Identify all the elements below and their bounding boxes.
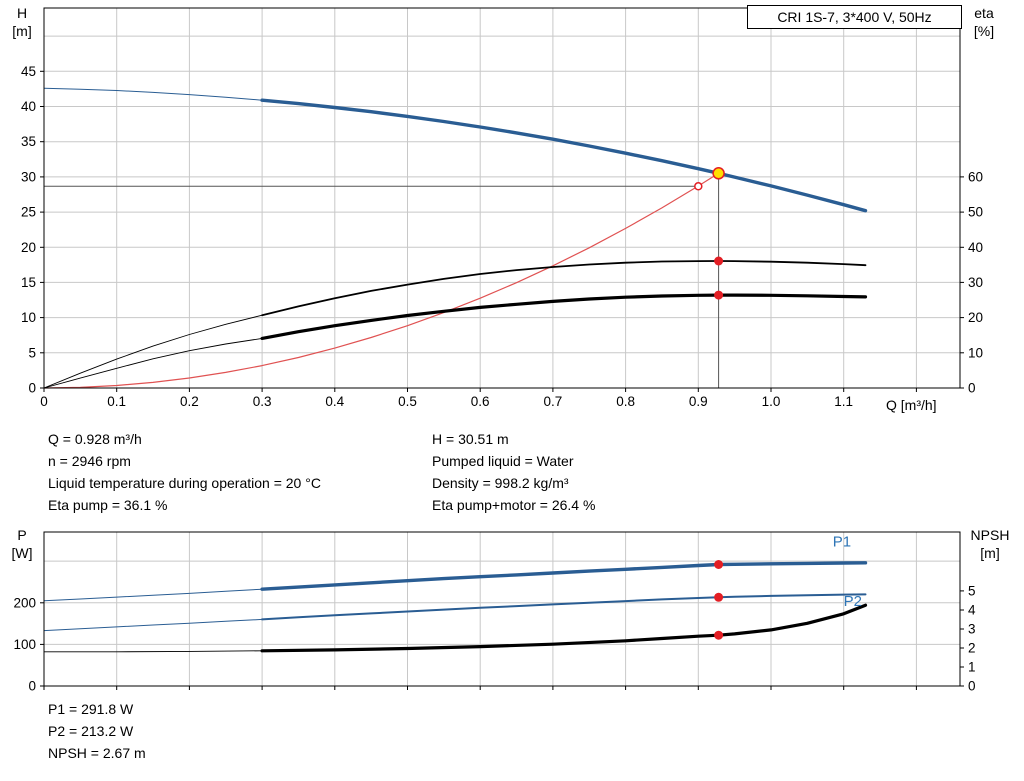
series-npsh (260, 603, 868, 653)
y-right-tick-label: 5 (968, 583, 976, 598)
x-tick-label: 0.8 (616, 394, 635, 409)
result-eta-pump: Eta pump = 36.1 % (48, 497, 168, 513)
result-speed: n = 2946 rpm (48, 453, 131, 469)
result-liquid-temperature: Liquid temperature during operation = 20… (48, 475, 321, 491)
y-axis-title-head: H [m] (2, 4, 42, 40)
plot-frame (43, 7, 961, 389)
x-tick-label: 0.5 (398, 394, 417, 409)
power-axis-unit: [W] (11, 545, 33, 561)
y-right-tick-label: 20 (968, 310, 983, 325)
head-efficiency-chart[interactable]: 0 0.1 0.2 0.3 0.4 0.5 0.6 0.7 0.8 0.9 1.0 1.1 0 5 10 15… (0, 0, 1024, 420)
y-left-tick-label: 25 (21, 205, 36, 220)
result-head: H = 30.51 m (432, 431, 509, 447)
result-eta-pump-motor: Eta pump+motor = 26.4 % (432, 497, 596, 513)
series-pump-head (260, 98, 868, 213)
system-set-point (694, 182, 703, 191)
y-left-tick-label: 100 (13, 637, 36, 652)
head-axis-unit: [m] (12, 23, 32, 39)
x-tick-label: 0.7 (544, 394, 563, 409)
y-right-tick-label: 30 (968, 275, 983, 290)
series-npsh-thin (44, 650, 263, 653)
eta-axis-unit: [%] (973, 23, 995, 39)
series-eta-pump-thin (43, 314, 263, 389)
y-axis-title-power: P [W] (2, 526, 42, 562)
y-right-tick-label: 4 (968, 603, 976, 618)
y-left-tick-label: 40 (21, 99, 36, 114)
y-left-tick-label: 0 (28, 381, 36, 396)
result-density: Density = 998.2 kg/m³ (432, 475, 569, 491)
result-p1: P1 = 291.8 W (48, 701, 134, 717)
y-left-tick-label: 45 (21, 64, 36, 79)
flow-axis-label: Q [m³/h] (886, 397, 937, 413)
plot-frame (43, 531, 961, 687)
npsh-axis-unit: [m] (980, 545, 1000, 561)
y-left-tick-label: 30 (21, 169, 36, 184)
chart-title-box: CRI 1S-7, 3*400 V, 50Hz (747, 5, 962, 29)
y-left-tick-label: 15 (21, 275, 36, 290)
x-tick-label: 0.4 (325, 394, 344, 409)
curve-label-p2: P2 (844, 593, 862, 610)
y-right-tick-label: 1 (968, 660, 976, 675)
series-pump-head-thin (43, 87, 263, 101)
head-axis-symbol: H (16, 5, 28, 21)
eta-pump-point (714, 256, 724, 266)
y-right-tick-label: 60 (968, 169, 983, 184)
npsh-axis-symbol: NPSH (970, 527, 1010, 543)
series-p2 (261, 593, 867, 621)
eta-pump-motor-point (714, 290, 724, 300)
x-tick-label: 0.2 (180, 394, 199, 409)
y-left-tick-label: 200 (13, 595, 36, 610)
series-p1-thin (43, 588, 263, 602)
y-left-tick-label: 0 (28, 679, 36, 694)
chart-title: CRI 1S-7, 3*400 V, 50Hz (777, 9, 932, 25)
operating-point-results: Q = 0.928 m³/h n = 2946 rpm Liquid tempe… (48, 428, 595, 516)
duty-point[interactable] (712, 167, 725, 180)
result-flow: Q = 0.928 m³/h (48, 431, 142, 447)
y-axis-title-eta: eta [%] (962, 4, 1006, 40)
y-right-tick-label: 2 (968, 641, 976, 656)
x-tick-label: 0.1 (107, 394, 126, 409)
y-left-tick-label: 20 (21, 240, 36, 255)
y-right-tick-label: 3 (968, 622, 976, 637)
series-eta-pump (261, 260, 867, 317)
result-npsh: NPSH = 2.67 m (48, 745, 146, 761)
power-axis-symbol: P (17, 527, 27, 543)
x-tick-label: 1.0 (762, 394, 781, 409)
y-left-tick-label: 5 (28, 345, 36, 360)
p2-point (714, 592, 724, 602)
series-eta-pump-motor (260, 293, 868, 340)
result-p2: P2 = 213.2 W (48, 723, 134, 739)
series-system-curve (43, 172, 719, 389)
npsh-point (714, 630, 724, 640)
x-tick-label: 0.9 (689, 394, 708, 409)
series-p1 (260, 561, 868, 591)
y-left-tick-label: 10 (21, 310, 36, 325)
y-right-tick-label: 0 (968, 679, 976, 694)
y-right-tick-label: 40 (968, 240, 983, 255)
y-right-tick-label: 0 (968, 381, 976, 396)
series-p2-thin (43, 618, 263, 632)
result-pumped-liquid: Pumped liquid = Water (432, 453, 574, 469)
power-npsh-chart[interactable]: 0 100 200 0 1 2 3 4 5 P1 P2 (0, 524, 1024, 700)
y-right-tick-label: 50 (968, 205, 983, 220)
curve-label-p1: P1 (833, 534, 851, 551)
y-left-tick-label: 35 (21, 134, 36, 149)
y-right-tick-label: 10 (968, 345, 983, 360)
x-tick-label: 0.3 (253, 394, 272, 409)
power-npsh-results: P1 = 291.8 W P2 = 213.2 W NPSH = 2.67 m (48, 698, 146, 764)
p1-point (714, 560, 724, 569)
x-tick-label: 0.6 (471, 394, 490, 409)
y-axis-title-npsh: NPSH [m] (960, 526, 1020, 562)
x-axis-title-flow: Q [m³/h] (886, 396, 937, 414)
eta-axis-symbol: eta (974, 5, 994, 21)
x-tick-label: 1.1 (834, 394, 853, 409)
x-tick-label: 0 (40, 394, 48, 409)
series-eta-pump-motor-thin (43, 337, 263, 389)
